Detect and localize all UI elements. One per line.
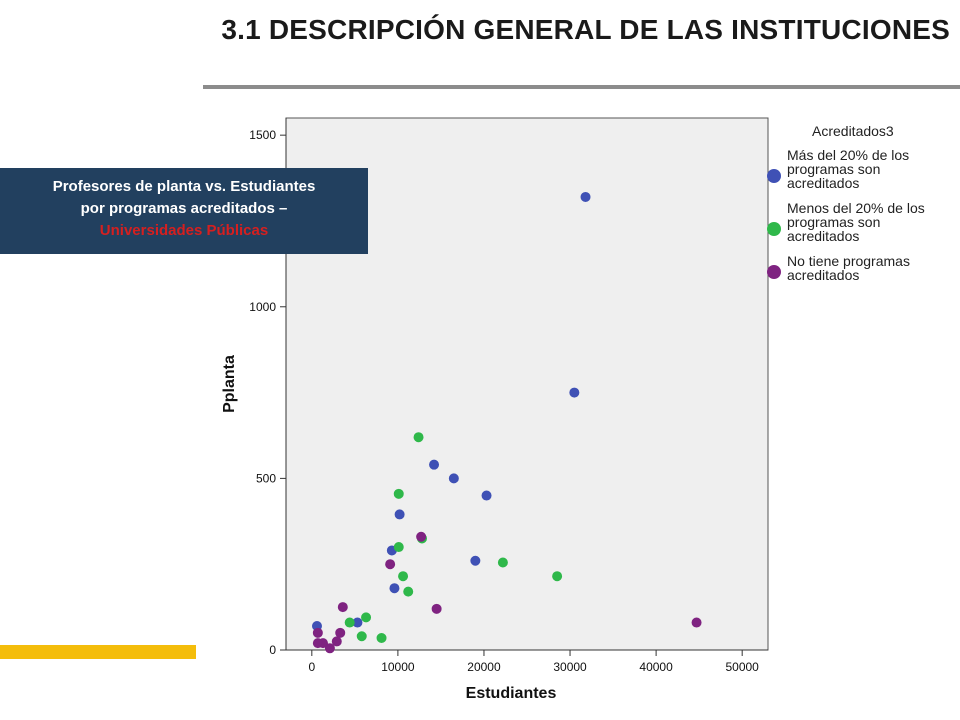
x-tick-label: 30000 [553, 660, 587, 674]
y-tick-label: 0 [269, 643, 276, 657]
data-point-series-2 [376, 632, 387, 643]
legend-label-series-3: acreditados [787, 267, 859, 283]
caption-highlight: Universidades Públicas [99, 222, 269, 239]
data-point-series-1 [429, 459, 440, 470]
data-point-series-2 [552, 571, 563, 582]
data-point-series-1 [580, 191, 591, 202]
data-point-series-1 [481, 490, 492, 501]
x-tick-label: 40000 [639, 660, 673, 674]
y-tick-label: 500 [256, 471, 276, 485]
data-point-series-3 [324, 643, 335, 654]
data-point-series-2 [403, 586, 414, 597]
data-point-series-3 [312, 638, 323, 649]
legend-marker-series-2 [767, 222, 781, 236]
data-point-series-2 [356, 631, 367, 642]
data-point-series-3 [385, 559, 396, 570]
data-point-series-3 [337, 602, 348, 613]
legend-label-series-2: Menos del 20% de los [787, 200, 925, 216]
x-tick-label: 50000 [725, 660, 759, 674]
data-point-series-1 [389, 583, 400, 594]
legend-label-series-1: programas son [787, 161, 880, 177]
x-axis-title: Estudiantes [466, 685, 557, 702]
data-point-series-3 [335, 627, 346, 638]
legend-title: Acreditados3 [812, 123, 894, 139]
caption-line-1: Profesores de planta vs. Estudiantes [52, 178, 316, 195]
data-point-series-2 [344, 617, 355, 628]
title-divider [203, 85, 960, 89]
y-axis-title: Pplanta [221, 355, 238, 413]
data-point-series-1 [470, 555, 481, 566]
legend-marker-series-3 [767, 265, 781, 279]
data-point-series-2 [361, 612, 372, 623]
x-tick-label: 0 [308, 660, 315, 674]
caption-line-2: por programas acreditados – [80, 200, 288, 217]
data-point-series-3 [331, 636, 342, 647]
data-point-series-2 [393, 542, 404, 553]
legend-label-series-3: No tiene programas [787, 253, 910, 269]
data-point-series-3 [691, 617, 702, 628]
data-point-series-3 [416, 531, 427, 542]
x-tick-label: 20000 [467, 660, 501, 674]
x-tick-label: 10000 [381, 660, 415, 674]
data-point-series-3 [431, 603, 442, 614]
data-point-series-2 [393, 488, 404, 499]
legend-label-series-1: Más del 20% de los [787, 147, 909, 163]
data-point-series-2 [413, 432, 424, 443]
legend-label-series-2: programas son [787, 214, 880, 230]
legend-label-series-2: acreditados [787, 228, 859, 244]
y-tick-label: 1500 [249, 128, 276, 142]
legend-label-series-1: acreditados [787, 175, 859, 191]
legend-marker-series-1 [767, 169, 781, 183]
accent-bar [0, 645, 196, 659]
data-point-series-2 [398, 571, 409, 582]
data-point-series-3 [312, 627, 323, 638]
data-point-series-1 [448, 473, 459, 484]
slide-title: 3.1 DESCRIPCIÓN GENERAL DE LAS INSTITUCI… [221, 14, 950, 45]
y-tick-label: 1000 [249, 300, 276, 314]
data-point-series-2 [497, 557, 508, 568]
chart-caption-box: Profesores de planta vs. Estudiantes por… [0, 168, 368, 254]
data-point-series-1 [569, 387, 580, 398]
data-point-series-1 [394, 509, 405, 520]
